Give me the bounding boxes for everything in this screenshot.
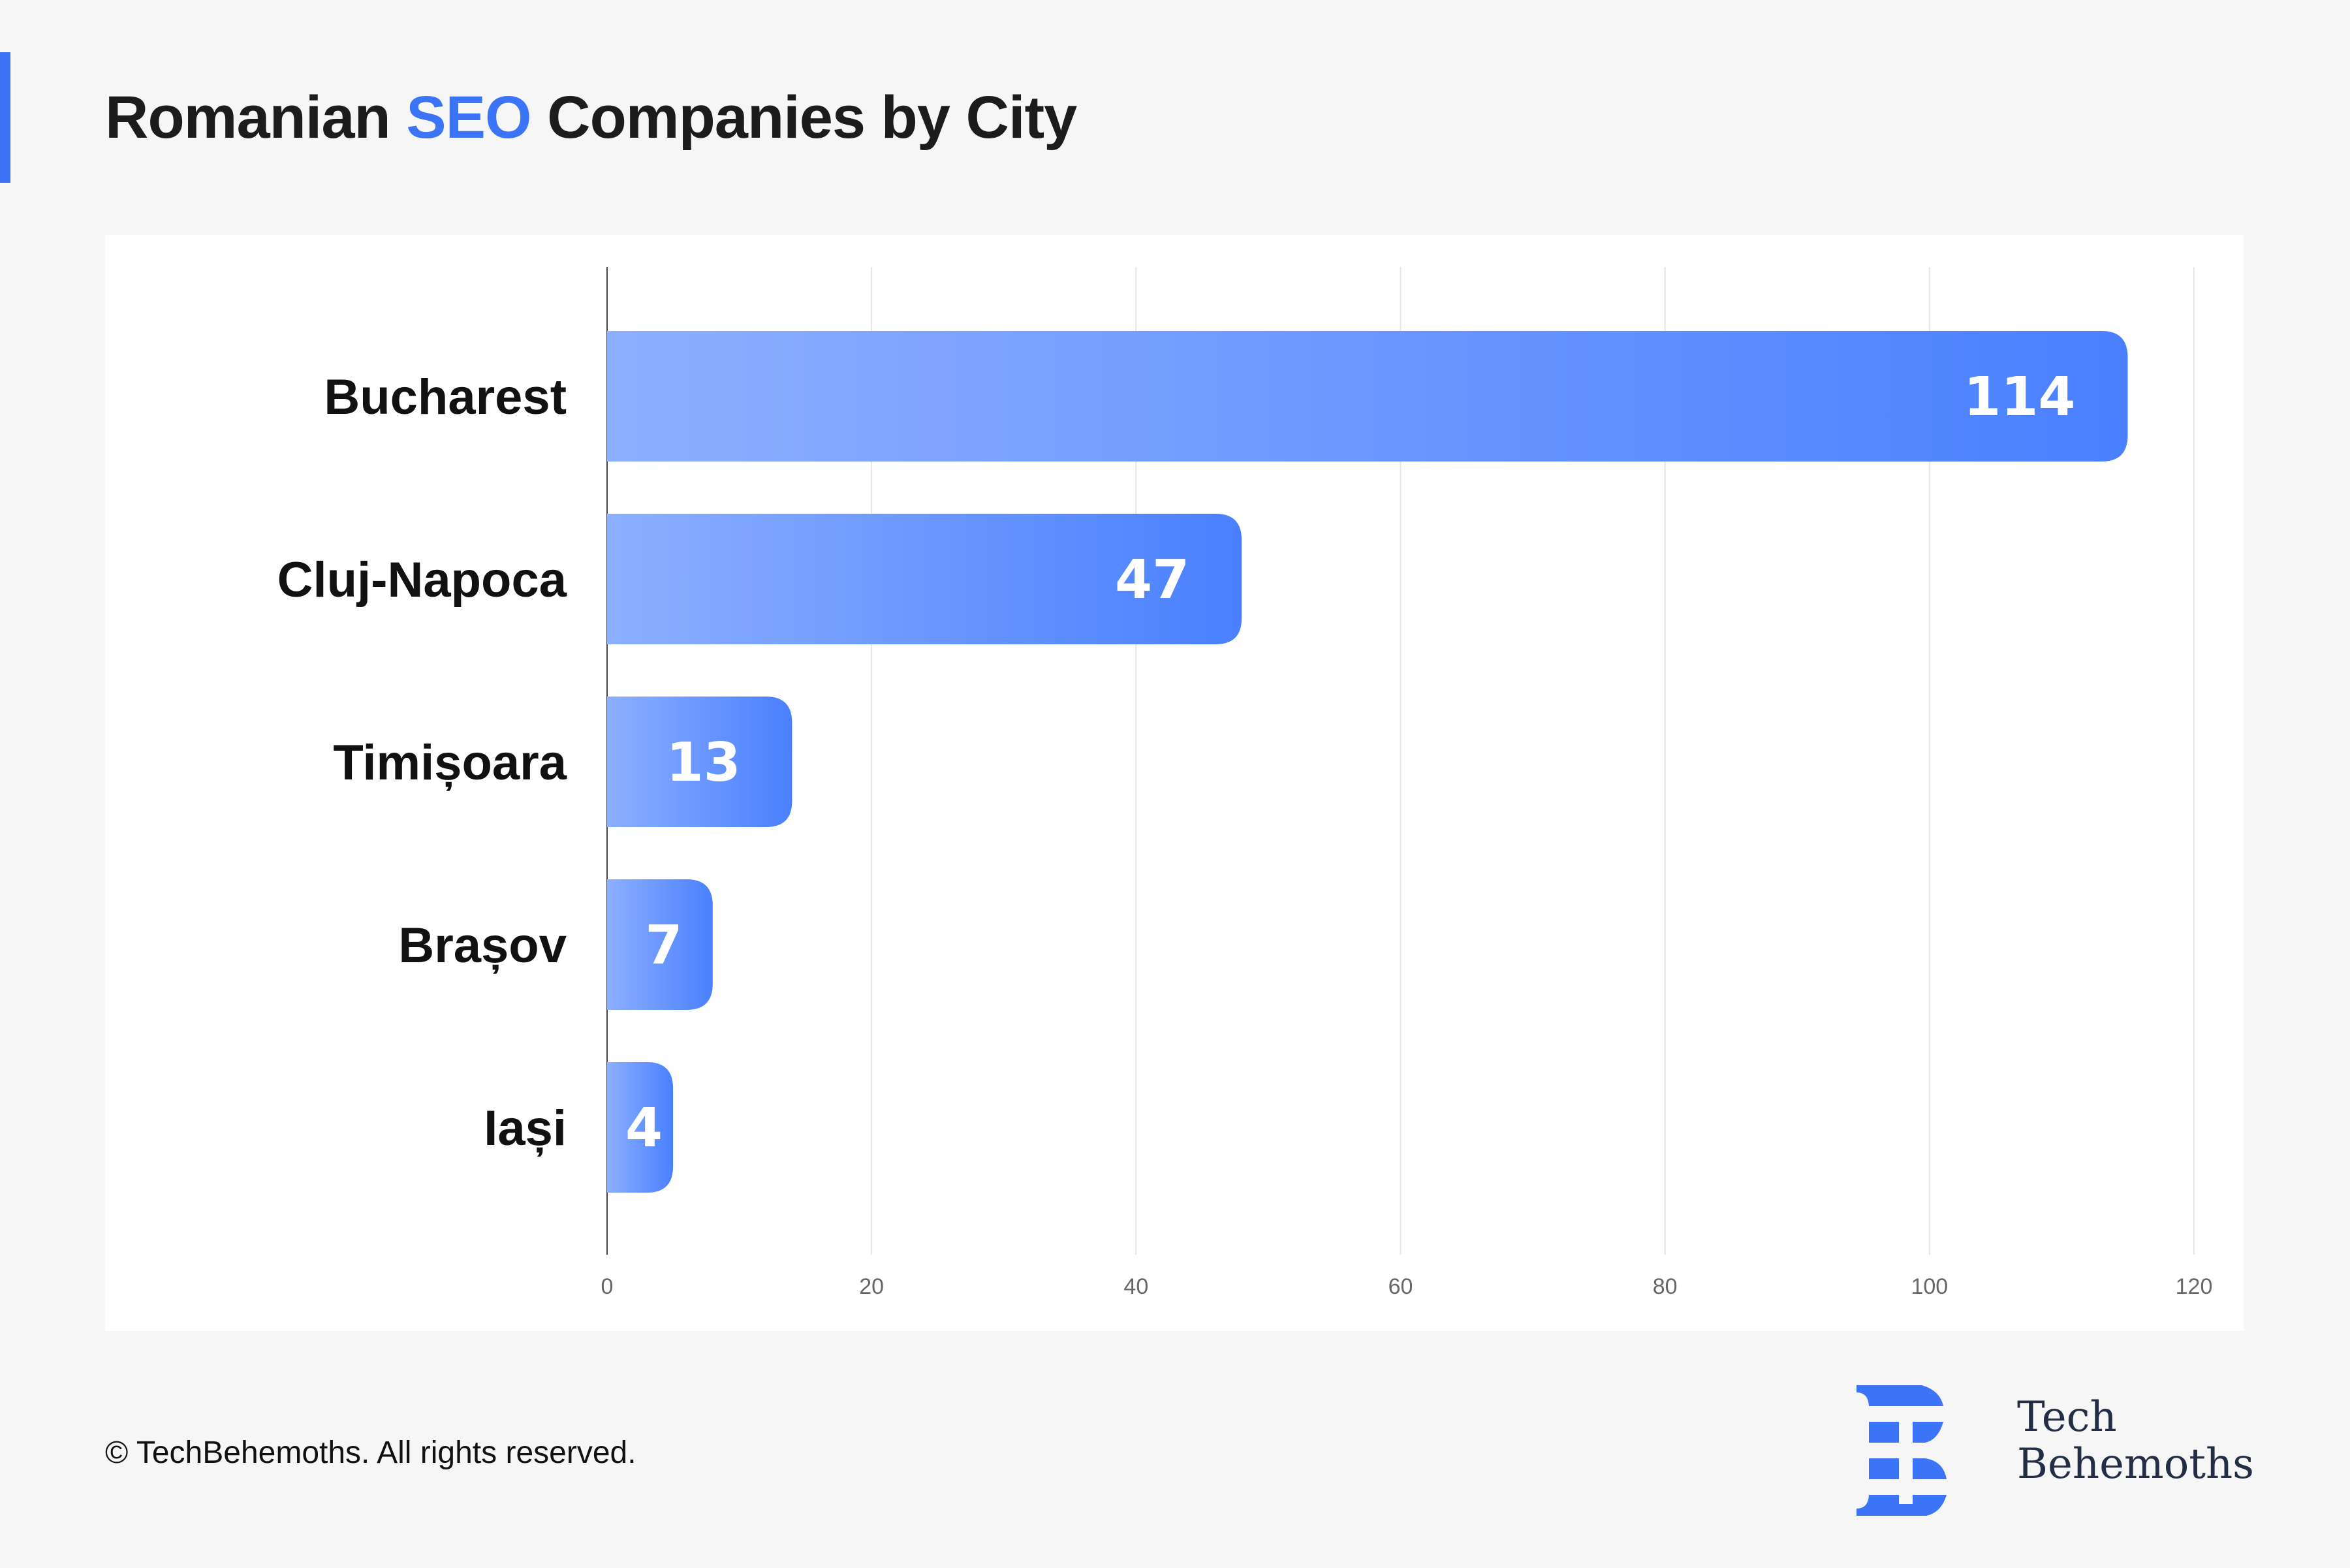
x-tick-label: 100 bbox=[1911, 1274, 1948, 1299]
x-tick-label: 0 bbox=[601, 1274, 614, 1299]
page-title: Romanian SEO Companies by City bbox=[105, 84, 1077, 152]
logo-line2: Behemoths bbox=[2017, 1440, 2254, 1488]
bar bbox=[607, 1062, 674, 1193]
category-label: Iași bbox=[484, 1101, 567, 1157]
x-tick-label: 60 bbox=[1388, 1274, 1413, 1299]
category-label: Timișoara bbox=[333, 735, 567, 791]
logo-line1: Tech bbox=[2017, 1393, 2117, 1441]
bar bbox=[607, 514, 1242, 644]
techbehemoths-logo-text: Tech Behemoths bbox=[2017, 1394, 2254, 1488]
category-label: Brașov bbox=[398, 918, 567, 974]
x-tick-label: 40 bbox=[1123, 1274, 1148, 1299]
techbehemoths-logo-icon bbox=[1856, 1385, 1947, 1516]
value-label: 47 bbox=[1115, 549, 1189, 611]
value-label: 114 bbox=[1964, 366, 2075, 428]
x-tick-label: 80 bbox=[1653, 1274, 1678, 1299]
x-tick-label: 120 bbox=[2176, 1274, 2213, 1299]
bar bbox=[607, 331, 2128, 462]
title-prefix: Romanian bbox=[105, 84, 407, 151]
category-label: Bucharest bbox=[324, 369, 567, 425]
value-label: 13 bbox=[666, 732, 741, 794]
bar bbox=[607, 697, 792, 827]
title-highlight: SEO bbox=[406, 84, 531, 151]
category-label: Cluj-Napoca bbox=[277, 552, 567, 608]
copyright-text: © TechBehemoths. All rights reserved. bbox=[105, 1435, 636, 1470]
x-tick-label: 20 bbox=[859, 1274, 884, 1299]
bar bbox=[607, 879, 713, 1010]
title-suffix: Companies by City bbox=[531, 84, 1077, 151]
value-label: 4 bbox=[625, 1097, 663, 1159]
title-accent-bar bbox=[0, 52, 10, 183]
value-label: 7 bbox=[645, 915, 682, 977]
